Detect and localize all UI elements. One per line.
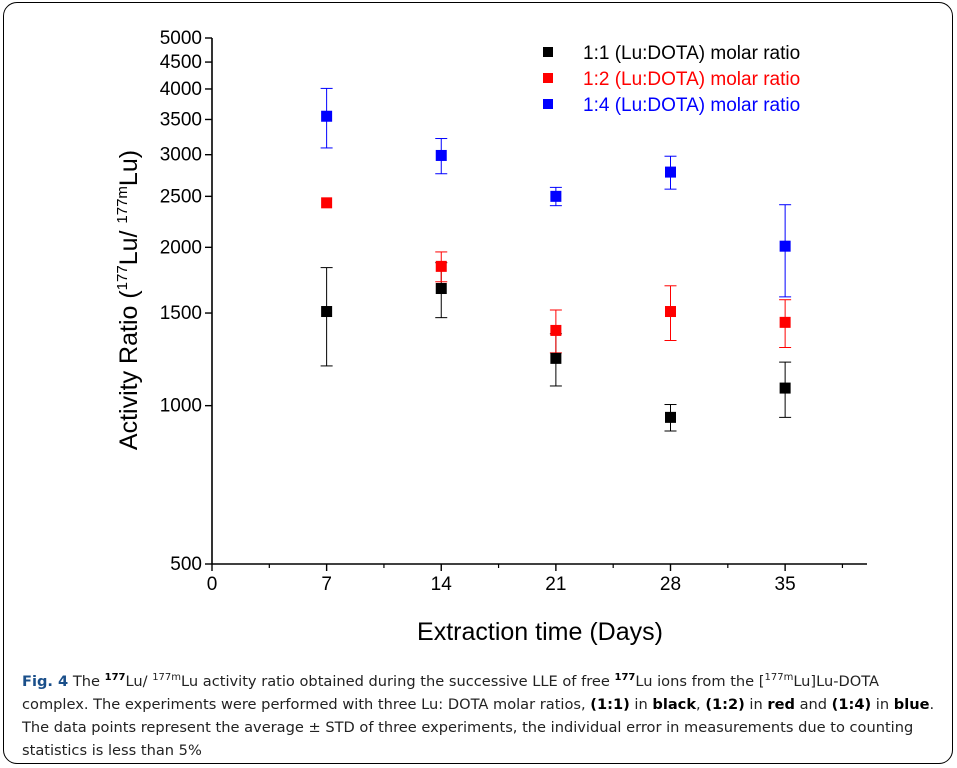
y-tick-label: 1500: [160, 303, 202, 324]
caption-text: ,: [696, 696, 706, 713]
caption-isotope: 177m: [152, 672, 182, 684]
y-axis-label-iso2: 177m: [114, 186, 131, 224]
caption-ratio: (1:1): [590, 696, 630, 713]
data-point: [321, 110, 333, 122]
y-tick-label: 5000: [160, 28, 202, 49]
x-tick-label: 14: [431, 574, 453, 595]
caption-text: Lu/: [125, 673, 153, 690]
data-point: [550, 190, 562, 202]
data-point: [779, 382, 791, 394]
y-tick-label: 3500: [160, 109, 202, 130]
x-tick-label: 21: [545, 574, 566, 595]
caption-text: Lu activity ratio obtained during the su…: [181, 673, 615, 690]
caption-text: in: [871, 696, 894, 713]
legend-label: 1:1 (Lu:DOTA) molar ratio: [583, 43, 800, 64]
x-axis-label: Extraction time (Days): [417, 618, 663, 646]
x-tick-label: 7: [321, 574, 332, 595]
y-tick-label: 4500: [160, 52, 202, 73]
caption-color: black: [652, 696, 697, 713]
y-tick-label: 4000: [160, 79, 202, 100]
y-axis-label-end: Lu): [115, 150, 143, 186]
data-point: [321, 306, 333, 318]
x-tick-label: 0: [207, 574, 218, 595]
y-tick-label: 2500: [160, 186, 202, 207]
caption-isotope: 177m: [764, 672, 794, 684]
legend-marker: [543, 99, 553, 109]
data-point: [435, 260, 447, 272]
chart: 0 7 14 21 28 35 500 1000 1500 2000 2500 3000 3500 400…: [114, 28, 867, 646]
y-tick-label: 1000: [160, 396, 202, 417]
data-point: [435, 149, 447, 161]
caption-fig-label: Fig. 4: [22, 673, 69, 690]
y-axis-label-iso1: 177: [114, 265, 131, 290]
error-bars: [320, 87, 792, 432]
legend: 1:1 (Lu:DOTA) molar ratio 1:2 (Lu:DOTA) m…: [543, 43, 800, 116]
data-points: [321, 110, 791, 423]
chart-axes: 0 7 14 21 28 35 500 1000 1500 2000 2500 3000 3500 400…: [160, 28, 867, 595]
caption-isotope: 177: [614, 672, 636, 684]
y-axis-label: Activity Ratio (177Lu/ 177mLu): [114, 150, 143, 450]
figure-frame: [3, 2, 953, 764]
data-point: [550, 352, 562, 364]
caption-ratio: (1:4): [831, 696, 872, 713]
y-axis-label-start: Activity Ratio (: [115, 290, 143, 450]
data-point: [665, 411, 676, 423]
data-point: [665, 306, 676, 318]
caption-color: blue: [893, 696, 930, 713]
caption-ratio: (1:2): [705, 696, 745, 713]
y-tick-label: 500: [170, 554, 202, 575]
caption-color: red: [767, 696, 795, 713]
y-axis-label-mid: Lu/: [115, 224, 143, 266]
data-point: [779, 316, 791, 328]
caption-text: . The data points represent the average …: [22, 696, 935, 759]
legend-label: 1:2 (Lu:DOTA) molar ratio: [583, 69, 800, 90]
y-tick-label: 2000: [160, 237, 202, 258]
data-point: [550, 324, 562, 336]
data-point: [665, 166, 676, 178]
legend-marker: [543, 73, 553, 83]
data-point: [779, 240, 791, 252]
data-point: [321, 197, 333, 209]
legend-marker: [543, 47, 553, 57]
x-tick-label: 28: [660, 574, 681, 595]
x-tick-label: 35: [775, 574, 796, 595]
caption-text: in: [744, 696, 768, 713]
y-tick-label: 3000: [160, 145, 202, 166]
data-point: [435, 283, 447, 295]
caption-text: in: [629, 696, 653, 713]
legend-label: 1:4 (Lu:DOTA) molar ratio: [583, 95, 800, 116]
caption-isotope: 177: [104, 672, 126, 684]
caption-text: The: [68, 673, 105, 690]
figure-caption: Fig. 4 The 177Lu/ 177mLu activity ratio …: [22, 670, 937, 762]
caption-text: and: [794, 696, 832, 713]
caption-text: Lu]Lu-DOTA complex. The experiments were…: [22, 673, 880, 713]
caption-text: Lu ions from the [: [635, 673, 765, 690]
